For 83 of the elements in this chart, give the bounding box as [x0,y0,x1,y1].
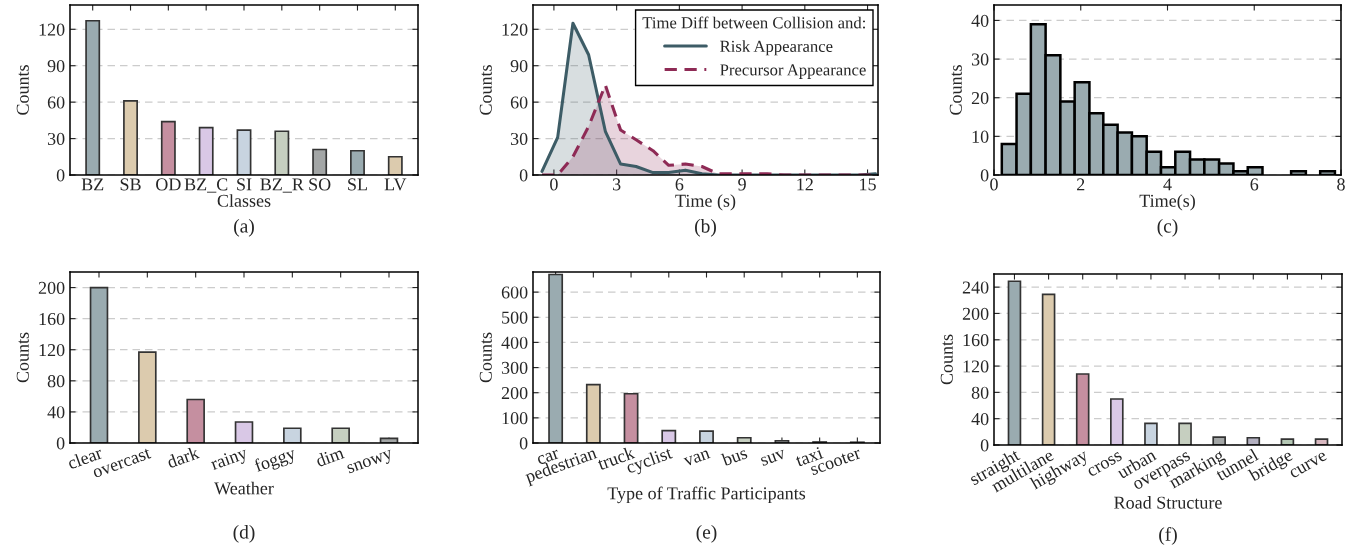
y-axis-title: Counts [479,332,492,383]
y-tick-label: 300 [501,361,528,374]
y-tick-label: 200 [501,386,528,400]
y-tick-label: 0 [519,169,528,182]
y-tick-label: 0 [56,169,65,182]
x-tick-label: 8 [1337,178,1345,191]
x-tick-label: 0 [550,178,558,191]
text: (e) [696,525,717,543]
x-tick-label: 12 [797,178,813,191]
x-tick-label: suv [760,449,787,467]
text: (d) [233,525,255,543]
y-tick-label: 120 [502,23,528,36]
x-axis-title: Time(s) [1139,194,1195,211]
x-axis-title: Weather [214,481,274,495]
y-tick-label: 120 [963,360,989,373]
y-tick-label: 200 [38,281,65,294]
x-tick-label: foggy [253,445,298,476]
y-tick-label: 0 [56,437,65,450]
x-tick-label: 2 [1077,178,1085,191]
y-tick-label: 400 [501,336,528,349]
x-tick-label: 3 [612,178,621,191]
x-tick-label: van [683,449,711,467]
legend-label: Risk Appearance [720,40,833,56]
x-tick-label: BZ_R [260,178,304,193]
y-tick-label: 40 [971,14,989,27]
y-tick-label: 30 [47,132,65,146]
y-tick-label: 160 [39,312,65,326]
y-tick-label: 20 [971,91,989,105]
y-tick-label: 60 [510,96,528,109]
y-tick-label: 30 [510,132,528,146]
x-tick-label: bus [720,446,748,467]
y-tick-label: 200 [962,307,989,320]
x-tick-label: 9 [738,178,746,191]
y-tick-label: 100 [502,412,528,425]
y-tick-label: 30 [971,53,989,66]
x-tick-label: snowy [346,449,395,478]
y-tick-label: 160 [963,334,989,347]
x-tick-label: OD [156,178,181,191]
x-tick-label: SI [237,178,252,191]
x-tick-label: dark [166,445,201,469]
y-tick-label: 80 [47,375,65,388]
y-axis-title: Counts [16,332,29,383]
y-tick-label: 40 [971,412,989,426]
x-tick-label: SL [348,178,367,191]
y-tick-label: 600 [501,286,528,299]
y-tick-label: 60 [47,96,65,109]
x-axis-title: Time (s) [675,194,736,211]
x-tick-label: 6 [675,178,684,191]
y-tick-label: 90 [510,59,528,73]
x-tick-label: LV [384,178,407,191]
y-axis-title: Counts [940,334,953,385]
y-tick-label: 120 [39,343,65,357]
y-axis-title: Counts [16,65,29,115]
y-tick-label: 40 [47,406,65,419]
text: (c) [1157,219,1178,237]
x-tick-label: SB [120,178,141,191]
y-axis-title: Counts [949,65,962,115]
legend-title: Time Diff between Collision and: [642,16,865,29]
x-tick-label: 4 [1163,178,1172,191]
x-tick-label: BZ_C [184,178,228,193]
x-tick-label: dim [314,445,345,468]
x-tick-label: 15 [860,178,876,191]
text: (a) [234,219,254,237]
y-tick-label: 0 [519,437,528,450]
x-axis-title: Classes [217,194,271,207]
x-tick-label: BZ [81,178,104,191]
y-tick-label: 240 [962,281,989,294]
legend-label: Precursor Appearance [720,64,866,79]
y-axis-title: Counts [479,65,492,115]
y-tick-label: 80 [971,386,989,399]
y-tick-label: 90 [47,59,65,73]
text: (b) [695,219,716,237]
text: (f) [1159,527,1177,545]
x-axis-title: Road Structure [1114,496,1222,509]
x-tick-label: SO [309,178,331,191]
y-tick-label: 120 [39,23,65,36]
y-tick-label: 10 [972,130,989,143]
x-tick-label: rainy [209,446,250,474]
x-tick-label: 0 [990,178,998,191]
y-tick-label: 0 [980,169,989,182]
x-tick-label: 6 [1250,178,1259,191]
y-tick-label: 500 [502,311,528,324]
x-axis-title: Type of Traffic Participants [607,486,806,504]
